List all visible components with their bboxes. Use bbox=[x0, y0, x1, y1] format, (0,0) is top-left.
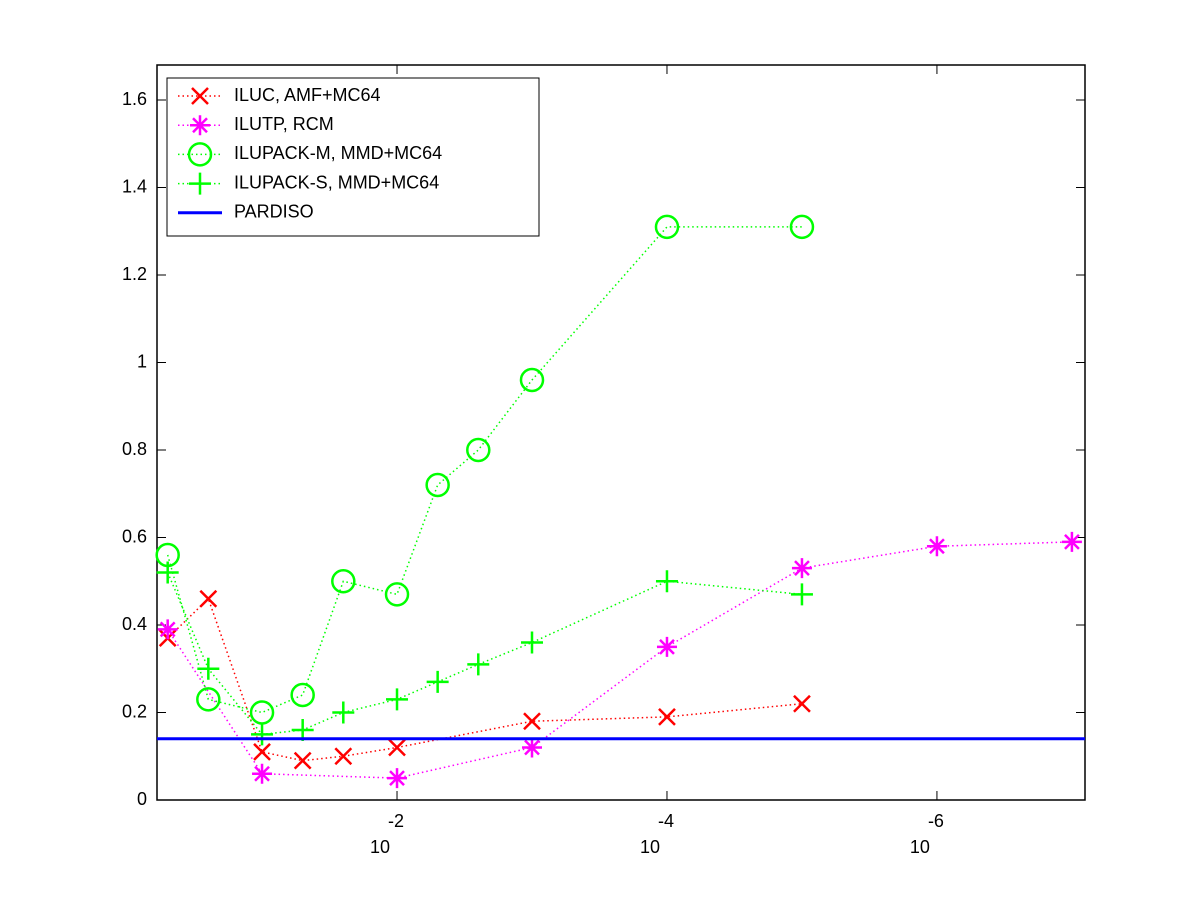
marker bbox=[251, 723, 274, 746]
marker bbox=[190, 115, 210, 136]
y-tick-label: 0 bbox=[137, 789, 147, 809]
y-tick-label: 0.8 bbox=[122, 439, 147, 459]
x-tick-label: 10-2 bbox=[370, 811, 404, 857]
marker bbox=[426, 670, 449, 693]
marker bbox=[656, 636, 677, 657]
marker bbox=[466, 437, 491, 463]
marker bbox=[157, 619, 178, 640]
marker bbox=[199, 589, 218, 608]
marker bbox=[654, 214, 680, 240]
marker bbox=[386, 688, 409, 711]
marker bbox=[187, 142, 213, 167]
marker bbox=[523, 712, 541, 731]
marker bbox=[252, 763, 273, 784]
marker bbox=[197, 657, 220, 680]
series-line bbox=[166, 226, 802, 714]
marker bbox=[791, 558, 812, 579]
legend-label: ILUC, AMF+MC64 bbox=[234, 85, 381, 105]
marker bbox=[789, 214, 815, 240]
marker bbox=[156, 561, 179, 584]
legend-label: ILUPACK-M, MMD+MC64 bbox=[234, 143, 442, 163]
marker bbox=[191, 87, 209, 105]
marker bbox=[290, 682, 315, 708]
marker bbox=[793, 694, 811, 713]
marker bbox=[519, 367, 545, 393]
marker bbox=[332, 701, 355, 724]
marker bbox=[387, 768, 408, 789]
marker bbox=[1061, 531, 1082, 552]
marker bbox=[196, 687, 221, 712]
marker bbox=[388, 738, 406, 757]
y-tick-label: 1.4 bbox=[122, 176, 147, 196]
marker bbox=[467, 653, 490, 676]
y-tick-label: 1 bbox=[137, 351, 147, 371]
x-tick-label: 10-6 bbox=[910, 811, 944, 857]
marker bbox=[658, 707, 676, 726]
marker bbox=[425, 472, 450, 498]
marker bbox=[334, 747, 353, 766]
marker bbox=[189, 172, 211, 195]
marker bbox=[790, 583, 813, 606]
marker bbox=[331, 569, 356, 594]
marker bbox=[520, 631, 543, 654]
marker bbox=[521, 737, 542, 758]
legend-label: PARDISO bbox=[234, 202, 314, 222]
y-tick-label: 0.4 bbox=[122, 614, 147, 634]
x-tick-label: 10-4 bbox=[640, 811, 674, 857]
marker bbox=[253, 742, 271, 761]
legend-box bbox=[166, 77, 540, 237]
marker bbox=[293, 751, 312, 770]
marker bbox=[655, 570, 678, 593]
y-tick-label: 0.6 bbox=[122, 526, 147, 546]
legend-label: ILUPACK-S, MMD+MC64 bbox=[234, 172, 439, 192]
marker bbox=[384, 582, 410, 607]
legend-label: ILUTP, RCM bbox=[234, 114, 334, 134]
legend: ILUC, AMF+MC64 ILUTP, RCM ILUPACK-M, MMD+M… bbox=[166, 77, 540, 237]
y-tick-label: 1.2 bbox=[122, 264, 147, 284]
marker bbox=[926, 536, 947, 557]
y-tick-label: 0.2 bbox=[122, 701, 147, 721]
series-line bbox=[167, 541, 1072, 779]
y-tick-label: 1.6 bbox=[122, 89, 147, 109]
